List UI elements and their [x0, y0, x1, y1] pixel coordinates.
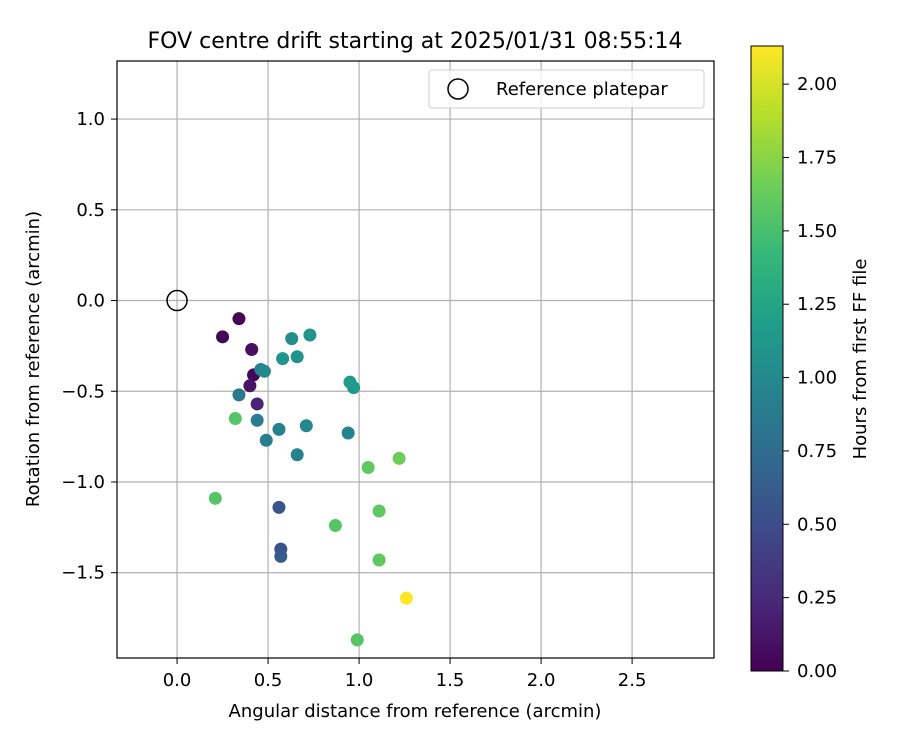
colorbar-tick-label: 1.25	[797, 294, 837, 315]
chart-title: FOV centre drift starting at 2025/01/31 …	[148, 29, 683, 54]
data-point	[208, 491, 222, 505]
colorbar: 0.00 0.25 0.50 0.75 1.00 1.25 1.50 1.75 2.00 Hou…	[750, 45, 871, 682]
data-point	[341, 426, 355, 440]
y-tick-label: −1.5	[61, 563, 105, 584]
x-tick-label: 0.5	[254, 670, 283, 691]
x-tick-label: 1.0	[345, 670, 374, 691]
colorbar-tick-label: 1.75	[797, 148, 837, 169]
data-point	[276, 352, 290, 366]
data-point	[243, 379, 257, 393]
colorbar-tick-label: 0.75	[797, 441, 837, 462]
colorbar-gradient	[750, 45, 784, 672]
y-tick-label: 0.5	[76, 200, 105, 221]
legend: Reference platepar	[428, 69, 705, 109]
grid-lines	[117, 61, 714, 658]
x-tick-label: 1.5	[436, 670, 465, 691]
data-point	[399, 591, 413, 605]
data-point	[347, 381, 361, 395]
data-point	[361, 460, 375, 474]
y-axis-label: Rotation from reference (arcmin)	[23, 211, 44, 507]
data-point	[392, 451, 406, 465]
reference-point-marker	[166, 289, 188, 312]
x-tick-label: 2.5	[618, 670, 647, 691]
legend-box	[428, 69, 705, 109]
colorbar-ticks: 0.00 0.25 0.50 0.75 1.00 1.25 1.50 1.75 2.00	[783, 74, 837, 682]
x-tick-label: 0.0	[163, 670, 192, 691]
colorbar-tick-label: 1.00	[797, 368, 837, 389]
data-point	[274, 549, 288, 563]
scatter-points	[166, 289, 413, 647]
data-point	[250, 413, 264, 427]
data-point	[285, 332, 299, 346]
plot-frame	[116, 60, 715, 659]
y-tick-label: −1.0	[61, 472, 105, 493]
data-point	[372, 553, 386, 567]
colorbar-label: Hours from first FF file	[850, 259, 871, 460]
data-point	[232, 312, 246, 326]
data-point	[228, 411, 242, 425]
x-tick-label: 2.0	[527, 670, 556, 691]
legend-label: Reference platepar	[496, 79, 668, 100]
colorbar-tick-label: 0.00	[797, 661, 837, 682]
y-tick-label: 1.0	[76, 109, 105, 130]
data-point	[290, 448, 304, 462]
data-point	[350, 633, 364, 647]
legend-reference-marker	[447, 78, 469, 100]
colorbar-tick-label: 2.00	[797, 74, 837, 95]
data-point	[328, 519, 342, 533]
data-point	[250, 397, 264, 411]
colorbar-tick-label: 0.50	[797, 514, 837, 535]
y-tick-label: −0.5	[61, 381, 105, 402]
colorbar-tick-label: 1.50	[797, 221, 837, 242]
y-tick-label: 0.0	[76, 291, 105, 312]
data-point	[259, 433, 273, 447]
data-point	[257, 364, 271, 378]
data-point	[272, 500, 286, 514]
data-point	[245, 343, 259, 357]
data-point	[216, 330, 230, 344]
x-axis-label: Angular distance from reference (arcmin)	[229, 701, 602, 722]
data-point	[299, 419, 313, 433]
colorbar-tick-label: 0.25	[797, 588, 837, 609]
data-point	[303, 328, 317, 342]
data-point	[272, 422, 286, 436]
data-point	[372, 504, 386, 518]
axis-ticks: 0.0 0.5 1.0 1.5 2.0 2.5 1.0 0.5 0.0 −0.5 −1.0 −1.5	[61, 109, 646, 691]
data-point	[232, 388, 246, 402]
data-point	[290, 350, 304, 364]
